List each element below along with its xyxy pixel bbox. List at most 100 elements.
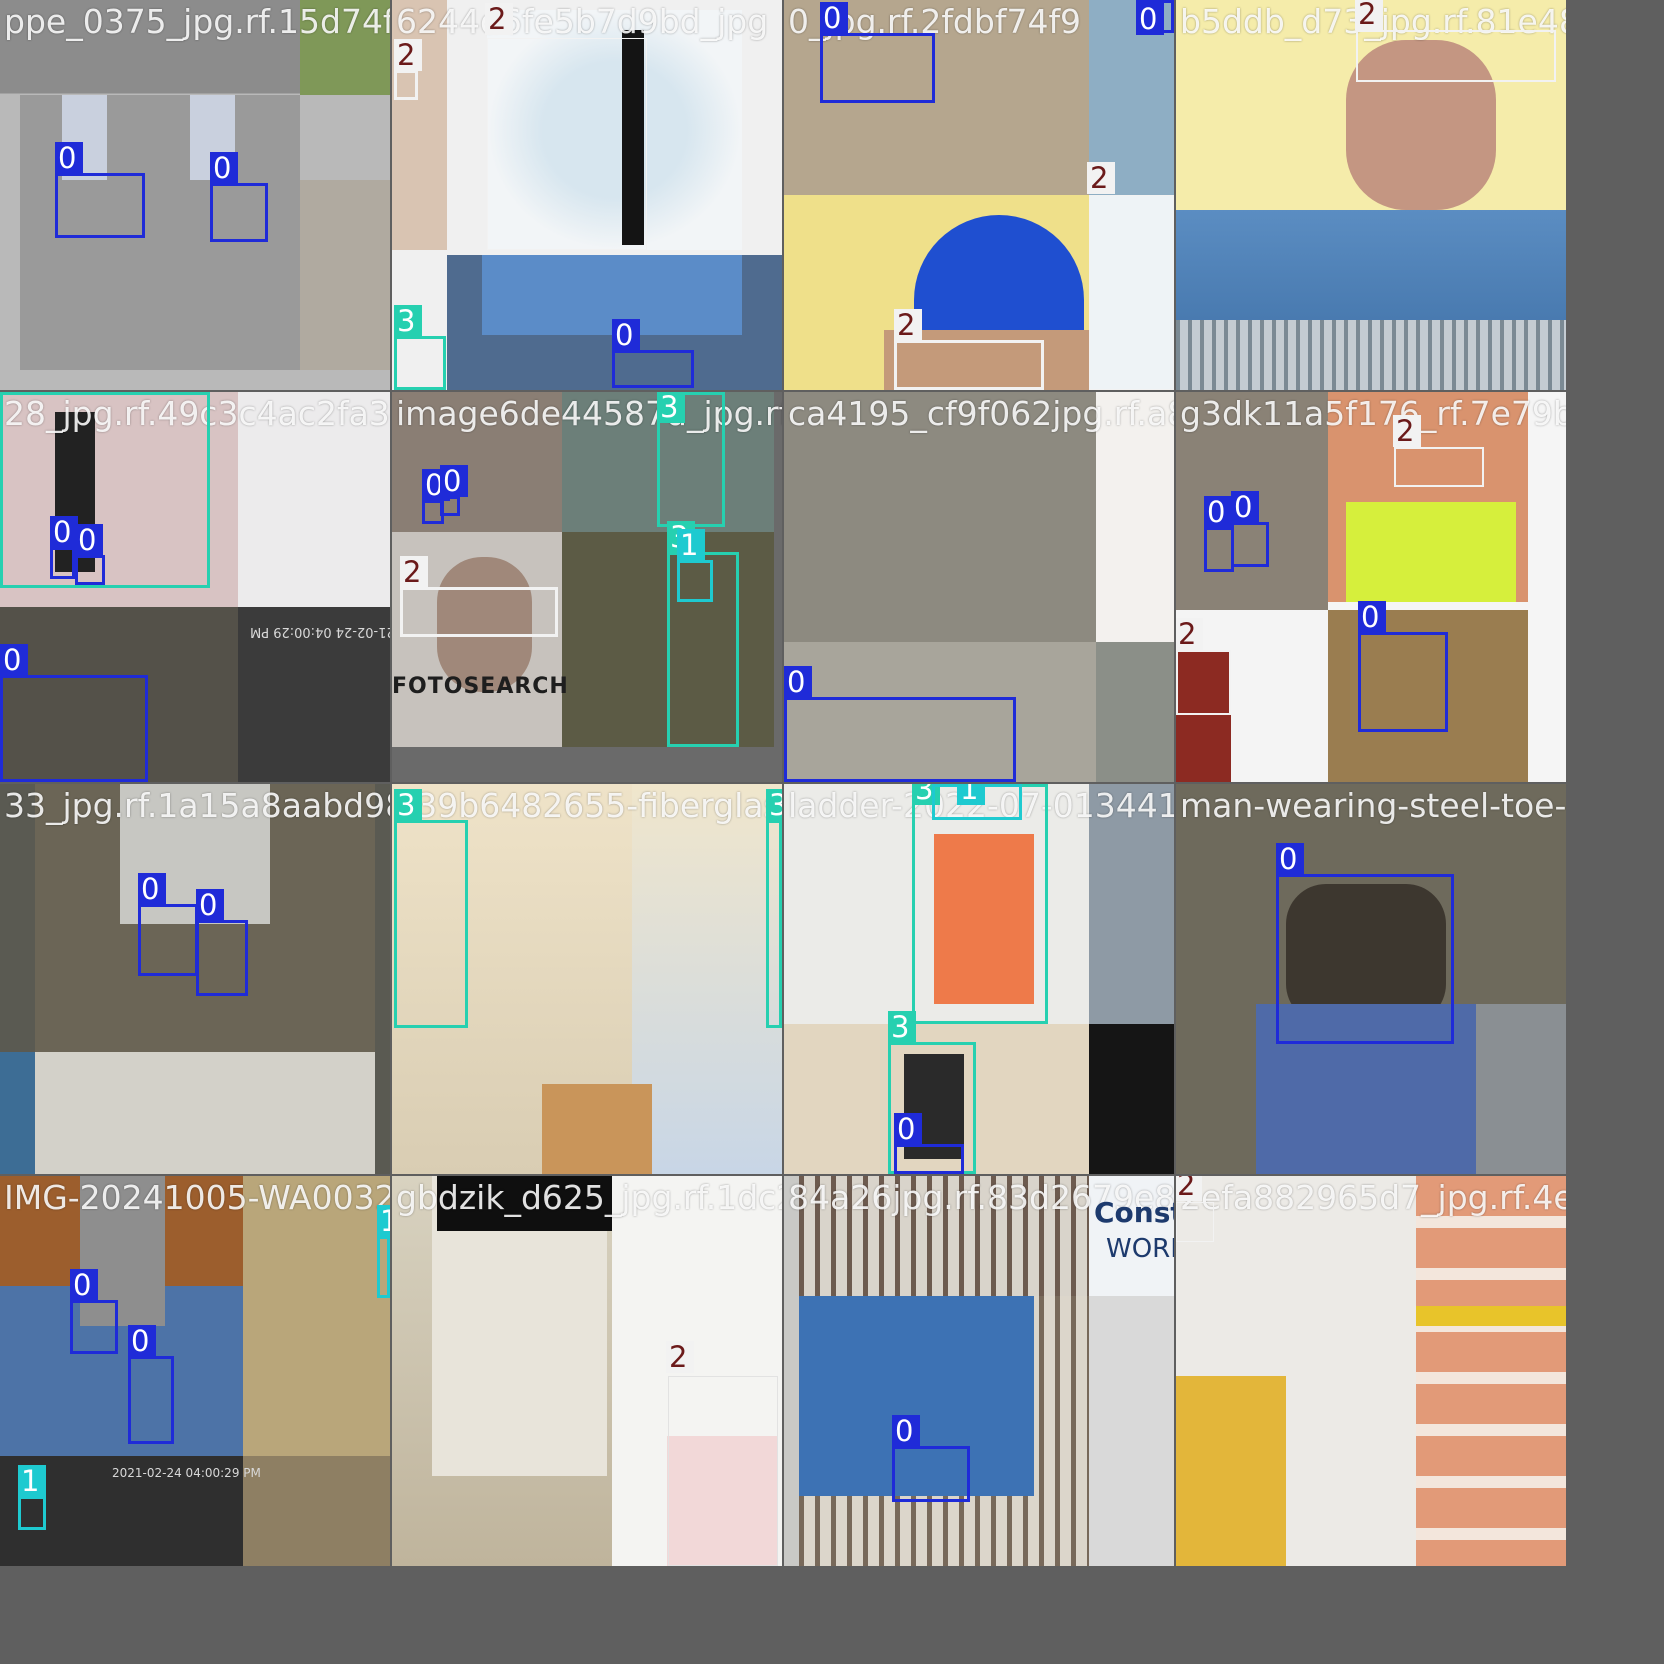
- class-label: 2: [485, 3, 513, 35]
- tile-name: 6244d6fe5b7d9bd_jpg: [396, 2, 769, 41]
- detection-box: 2: [485, 3, 647, 250]
- detection-box: 1: [377, 1205, 390, 1298]
- tile-name: 84a26jpg.rf.83d2679e8f3: [788, 1178, 1174, 1217]
- detection-box: 0: [820, 2, 935, 103]
- class-label: 3: [766, 789, 782, 821]
- tile-4: b5ddb_d73_jpg.rf.81e48b2b 2: [1176, 0, 1566, 390]
- class-label: 3: [657, 392, 685, 423]
- class-label: 0: [1358, 601, 1386, 633]
- detection-box: 0: [0, 644, 148, 782]
- tile-2: 6244d6fe5b7d9bd_jpg 2 2 3 0: [392, 0, 782, 390]
- detection-box: 0: [1136, 0, 1174, 35]
- watermark: FOTOSEARCH: [392, 674, 569, 699]
- detection-box: 3: [394, 789, 468, 1028]
- detection-box: 0: [612, 319, 694, 388]
- tile-13: IMG-20241005-WA0032_jpg 0 0 1 1 2021-02-…: [0, 1176, 390, 1566]
- tile-14: gbdzik_d625_jpg.rf.1dc298f2 2: [392, 1176, 782, 1566]
- class-label: 0: [440, 465, 468, 497]
- detection-box: 1: [18, 1465, 46, 1530]
- class-label: 0: [1276, 843, 1304, 875]
- class-label: 0: [50, 516, 78, 548]
- class-label: 0: [1136, 3, 1164, 35]
- detection-box: 2: [394, 39, 422, 100]
- detection-box: 3: [394, 305, 446, 390]
- detection-box: 3: [888, 1011, 976, 1174]
- detection-box: 0: [1204, 496, 1234, 572]
- detection-box: 0: [196, 889, 248, 996]
- tile-name: g3dk11a5f176_rf.7e79b068: [1180, 394, 1566, 433]
- detection-box: 3: [657, 392, 725, 527]
- tile-7: ca4195_cf9f062jpg.rf.a88799da 0: [784, 392, 1174, 782]
- class-label: 0: [138, 873, 166, 905]
- detection-box: 0: [138, 873, 198, 976]
- class-label: 0: [892, 1415, 920, 1447]
- detection-box: 2: [666, 1341, 778, 1566]
- tile-3: 0_jpg.rf.2fdbf74f9 0 0 2 2: [784, 0, 1174, 390]
- detection-box: 0: [70, 1269, 118, 1354]
- detection-box: 2: [400, 556, 558, 637]
- detection-box: 2: [1355, 0, 1556, 82]
- detection-box: 0: [128, 1325, 174, 1444]
- detection-box: 2: [1087, 162, 1174, 390]
- timestamp: 2021-02-24 04:00:29 PM: [112, 1466, 261, 1480]
- timestamp: 2021-02-24 04:00:29 PM: [250, 624, 390, 639]
- sign-text: WORK: [1106, 1234, 1174, 1264]
- detection-box: 0: [784, 666, 1016, 782]
- class-label: 2: [1393, 415, 1421, 447]
- tile-8: g3dk11a5f176_rf.7e79b068 2 0 0 2 0: [1176, 392, 1566, 782]
- tile-12: man-wearing-steel-toe-shoes 0: [1176, 784, 1566, 1174]
- tile-name: ca4195_cf9f062jpg.rf.a88799da: [788, 394, 1174, 433]
- detection-box: 3: [0, 392, 210, 588]
- class-label: 0: [75, 524, 103, 556]
- detection-box: 2: [1393, 415, 1484, 487]
- class-label: 0: [196, 889, 224, 921]
- detection-box: 0: [50, 516, 78, 579]
- class-label: 2: [394, 39, 422, 71]
- class-label: 2: [666, 1341, 694, 1373]
- class-label: 2: [894, 309, 922, 341]
- class-label: 3: [394, 789, 422, 821]
- tile-name: image6de44587d_jpg.rf.e9a2af9f06d: [396, 394, 782, 433]
- class-label: 1: [18, 1465, 46, 1497]
- class-label: 2: [1355, 0, 1383, 30]
- class-label: 2: [1176, 1176, 1202, 1201]
- detection-box: 0: [75, 524, 105, 585]
- sign-text: Constru: [1094, 1196, 1174, 1229]
- tile-name: 28_jpg.rf.49c3c4ac2fa3e078: [4, 394, 390, 433]
- class-label: 0: [894, 1113, 922, 1145]
- detection-box: 2: [1176, 618, 1231, 715]
- tile-11: ladder-2022-07-013441 3 1 3 0: [784, 784, 1174, 1174]
- detection-box: 0: [210, 152, 268, 242]
- detection-box: 0: [1358, 601, 1448, 732]
- class-label: 1: [377, 1205, 390, 1237]
- detection-box: 0: [1231, 491, 1269, 567]
- tile-16: 2efa882965d7_jpg.rf.4edca515 2: [1176, 1176, 1566, 1566]
- class-label: 3: [0, 392, 28, 393]
- tile-name: 33_jpg.rf.1a15a8aabd98a36: [4, 786, 390, 825]
- tile-10: e39b6482655-fiberglass-ste 3 3: [392, 784, 782, 1174]
- tile-6: image6de44587d_jpg.rf.e9a2af9f06d FOTOSE…: [392, 392, 782, 782]
- detection-box: 0: [55, 142, 145, 238]
- class-label: 1: [677, 529, 705, 561]
- class-label: 0: [55, 142, 83, 174]
- detection-box: 1: [932, 784, 1022, 820]
- tile-name: IMG-20241005-WA0032_jpg: [4, 1178, 390, 1217]
- detection-box: 2: [894, 309, 1044, 390]
- tile-name: man-wearing-steel-toe-shoes: [1180, 786, 1566, 825]
- class-label: 0: [1204, 496, 1232, 528]
- class-label: 2: [1176, 618, 1203, 650]
- class-label: 3: [888, 1011, 916, 1043]
- detection-box: 0: [1276, 843, 1454, 1044]
- class-label: 0: [128, 1325, 156, 1357]
- class-label: 0: [0, 644, 28, 676]
- detection-box: 2: [1176, 1176, 1214, 1242]
- detection-box: 0: [440, 465, 468, 516]
- class-label: 0: [1231, 491, 1259, 523]
- tile-name: ppe_0375_jpg.rf.15d74fb654: [4, 2, 390, 41]
- tile-name: e39b6482655-fiberglass-ste: [396, 786, 782, 825]
- class-label: 2: [400, 556, 428, 588]
- detection-box: 1: [677, 529, 713, 602]
- detection-box: 0: [892, 1415, 970, 1502]
- detection-box: 3: [766, 789, 782, 1028]
